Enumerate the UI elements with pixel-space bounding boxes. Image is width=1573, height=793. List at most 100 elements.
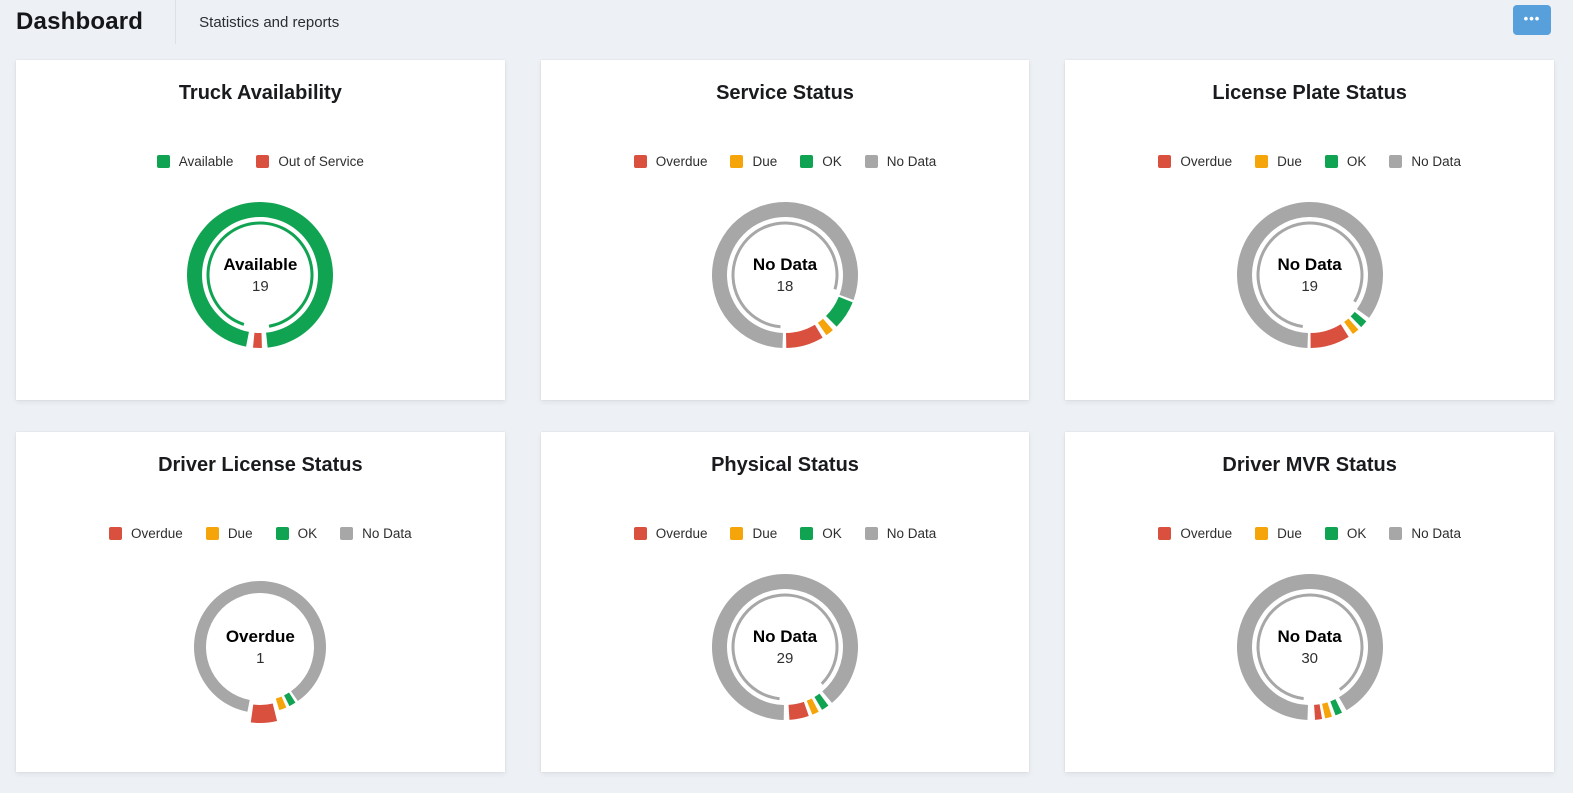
- legend-item-out-of-service[interactable]: Out of Service: [256, 154, 364, 169]
- legend-swatch-icon: [800, 154, 814, 168]
- legend-item-label: OK: [1346, 153, 1367, 169]
- legend-swatch-icon: [1389, 526, 1403, 540]
- donut-segment-ok[interactable]: [825, 296, 853, 327]
- chart-card-license-plate-status: License Plate Status Overdue Due OK No Data…: [1065, 60, 1554, 400]
- donut-inner-ring[interactable]: [1256, 221, 1364, 328]
- donut-chart: [1236, 202, 1383, 348]
- chart-legend: Overdue Due OK No Data: [633, 153, 937, 169]
- chart-title: Physical Status: [711, 454, 859, 476]
- legend-item-no-data[interactable]: No Data: [1389, 154, 1461, 169]
- legend-item-due[interactable]: Due: [730, 526, 777, 541]
- legend-item-overdue[interactable]: Overdue: [633, 526, 707, 541]
- more-options-button[interactable]: •••: [1513, 5, 1551, 35]
- donut-chart: [711, 574, 858, 720]
- legend-item-overdue[interactable]: Overdue: [633, 153, 708, 169]
- donut-segment-overdue[interactable]: [1310, 324, 1349, 348]
- legend-item-due[interactable]: Due: [205, 525, 253, 541]
- legend-item-due[interactable]: Due: [1255, 526, 1302, 541]
- chart-card-physical-status: Physical Status Overdue Due OK No Data No D…: [540, 432, 1030, 772]
- legend-item-label: OK: [822, 153, 842, 169]
- legend-swatch-icon: [864, 526, 878, 540]
- legend-item-label: Due: [1277, 153, 1302, 169]
- chart-legend: Overdue Due OK No Data: [109, 525, 412, 541]
- legend-item-label: Due: [752, 525, 778, 541]
- page-subtitle: Statistics and reports: [199, 13, 340, 31]
- donut-chart-area: Available 19: [180, 195, 340, 355]
- legend-item-due[interactable]: Due: [1255, 154, 1302, 169]
- page-header: Dashboard Statistics and reports •••: [0, 0, 1573, 44]
- legend-item-label: Out of Service: [278, 153, 364, 169]
- chart-legend: Available Out of Service: [156, 153, 364, 169]
- legend-item-label: Due: [1277, 525, 1302, 541]
- donut-segment-due[interactable]: [817, 318, 833, 336]
- legend-swatch-icon: [156, 154, 170, 168]
- page-title: Dashboard: [16, 8, 144, 35]
- donut-segment-due[interactable]: [806, 698, 819, 715]
- legend-item-label: No Data: [1411, 525, 1461, 541]
- legend-item-overdue[interactable]: Overdue: [1158, 154, 1232, 169]
- legend-item-ok[interactable]: OK: [800, 526, 842, 541]
- ellipsis-icon: •••: [1523, 11, 1541, 26]
- donut-segment-ok[interactable]: [814, 693, 829, 710]
- donut-segment-overdue[interactable]: [251, 703, 278, 723]
- legend-item-label: OK: [297, 525, 318, 541]
- donut-segment-due[interactable]: [1321, 702, 1332, 719]
- donut-inner-ring[interactable]: [731, 221, 839, 329]
- legend-swatch-icon: [275, 526, 289, 540]
- donut-segment-ok[interactable]: [1350, 311, 1366, 328]
- legend-item-label: Overdue: [1180, 525, 1233, 541]
- legend-item-label: Available: [178, 153, 234, 169]
- legend-swatch-icon: [633, 526, 647, 540]
- legend-item-label: No Data: [362, 525, 412, 541]
- donut-chart: [194, 581, 327, 723]
- donut-inner-ring[interactable]: [731, 593, 839, 701]
- donut-segment-no-data[interactable]: [194, 581, 327, 712]
- legend-item-label: No Data: [886, 153, 937, 169]
- chart-legend: Overdue Due OK No Data: [633, 525, 936, 541]
- donut-chart: [187, 202, 334, 348]
- legend-item-no-data[interactable]: No Data: [340, 526, 412, 541]
- legend-swatch-icon: [205, 526, 219, 540]
- legend-swatch-icon: [340, 526, 354, 540]
- donut-segment-overdue[interactable]: [1313, 704, 1322, 720]
- legend-item-overdue[interactable]: Overdue: [1158, 526, 1232, 541]
- donut-inner-ring[interactable]: [1256, 593, 1364, 701]
- legend-swatch-icon: [800, 526, 814, 540]
- legend-swatch-icon: [730, 526, 744, 540]
- legend-swatch-icon: [1158, 154, 1172, 168]
- chart-card-driver-license-status: Driver License Status Overdue Due OK No Dat…: [16, 432, 505, 772]
- legend-item-no-data[interactable]: No Data: [864, 526, 936, 541]
- legend-item-no-data[interactable]: No Data: [1389, 526, 1461, 541]
- donut-segment-overdue[interactable]: [788, 701, 809, 720]
- legend-item-label: No Data: [1411, 153, 1461, 169]
- legend-item-available[interactable]: Available: [156, 153, 234, 169]
- donut-chart-area: No Data 18: [705, 195, 865, 355]
- legend-item-overdue[interactable]: Overdue: [109, 526, 183, 541]
- legend-item-ok[interactable]: OK: [1324, 526, 1366, 541]
- donut-segment-due[interactable]: [276, 696, 287, 711]
- donut-segment-due[interactable]: [1343, 318, 1359, 335]
- donut-segment-ok[interactable]: [1329, 699, 1342, 716]
- donut-inner-ring[interactable]: [206, 221, 314, 328]
- legend-swatch-icon: [1389, 154, 1403, 168]
- legend-item-label: Overdue: [1180, 153, 1233, 169]
- legend-swatch-icon: [1255, 526, 1269, 540]
- legend-swatch-icon: [730, 154, 744, 168]
- legend-item-ok[interactable]: OK: [275, 525, 318, 541]
- chart-card-truck-availability: Truck Availability Available Out of Servi…: [16, 60, 505, 400]
- legend-item-ok[interactable]: OK: [800, 154, 842, 169]
- legend-item-label: Overdue: [655, 153, 708, 169]
- legend-item-no-data[interactable]: No Data: [864, 153, 937, 169]
- donut-chart: [1236, 574, 1383, 720]
- legend-swatch-icon: [1324, 526, 1338, 540]
- legend-swatch-icon: [1324, 154, 1338, 168]
- legend-item-ok[interactable]: OK: [1324, 153, 1367, 169]
- legend-item-due[interactable]: Due: [730, 154, 777, 169]
- donut-segment-ok[interactable]: [284, 692, 296, 707]
- donut-segment-out-of-service[interactable]: [253, 332, 263, 348]
- donut-segment-overdue[interactable]: [785, 324, 823, 348]
- legend-swatch-icon: [1255, 154, 1269, 168]
- legend-item-label: Due: [227, 525, 253, 541]
- chart-legend: Overdue Due OK No Data: [1158, 525, 1461, 541]
- chart-title: Truck Availability: [178, 82, 342, 104]
